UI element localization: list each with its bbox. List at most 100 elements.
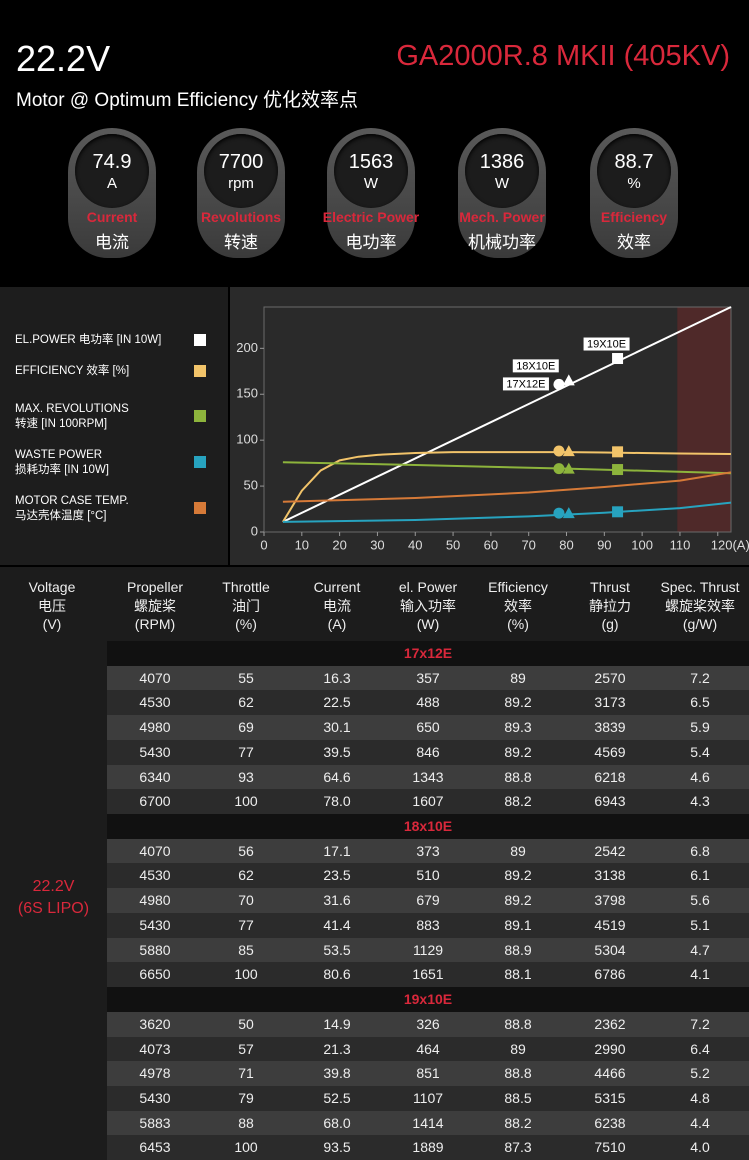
table-row xyxy=(107,962,749,988)
table-cell: 88.2 xyxy=(504,793,532,810)
table-row xyxy=(107,789,749,815)
x-tick-label: 0 xyxy=(260,537,267,552)
x-tick-label: 30 xyxy=(370,537,384,552)
section-title: 17x12E xyxy=(107,641,749,666)
point-label: 18X10E xyxy=(516,360,555,372)
table-cell: 62 xyxy=(238,694,254,711)
table-cell: 7.2 xyxy=(690,669,710,686)
table-cell: 6650 xyxy=(139,966,171,983)
voltage-column xyxy=(0,641,107,1160)
legend-swatch xyxy=(194,502,206,514)
point-marker xyxy=(562,374,575,386)
table-cell: 89.1 xyxy=(504,916,532,933)
voltage: 22.2V xyxy=(16,38,111,79)
section-title: 18x10E xyxy=(107,814,749,839)
subtitle: Motor @ Optimum Efficiency 优化效率点 xyxy=(16,90,359,111)
x-tick-label: 70 xyxy=(521,537,535,552)
table-cell: 3839 xyxy=(594,719,626,736)
table-cell: 851 xyxy=(416,1065,440,1082)
table-cell: 3798 xyxy=(594,892,626,909)
table-cell: 679 xyxy=(416,892,440,909)
x-tick-label: 50 xyxy=(446,537,460,552)
table-cell: 89 xyxy=(510,669,526,686)
table-cell: 3620 xyxy=(139,1015,171,1032)
gauge-label-en: Mech. Power xyxy=(459,209,545,225)
series-line xyxy=(282,501,732,523)
point-marker xyxy=(562,507,575,519)
y-tick-label: 100 xyxy=(236,432,258,447)
x-tick-label: 120(A) xyxy=(711,537,749,552)
model: GA2000R.8 MKII (405KV) xyxy=(396,40,730,72)
table-cell: 2542 xyxy=(594,842,626,859)
table-row xyxy=(107,1085,749,1111)
table-cell: 4.8 xyxy=(690,1089,710,1106)
y-tick-label: 150 xyxy=(236,386,258,401)
table-row xyxy=(107,739,749,765)
gauge-inner xyxy=(465,134,539,208)
series-line xyxy=(282,451,732,523)
table-row xyxy=(107,888,749,913)
table-cell: 4569 xyxy=(594,743,626,760)
table-cell: 464 xyxy=(416,1040,440,1057)
column-header: Thrust 静拉力 (g) xyxy=(589,579,631,632)
gauge-inner xyxy=(597,134,671,208)
gauge-value: 1563 xyxy=(348,151,394,173)
table-cell: 39.8 xyxy=(323,1065,351,1082)
table-cell: 2990 xyxy=(594,1040,626,1057)
table-cell: 93 xyxy=(238,768,254,785)
table-cell: 4530 xyxy=(139,867,171,884)
table-cell: 6.5 xyxy=(690,694,710,711)
table-cell: 16.3 xyxy=(323,669,351,686)
gauge-label-en: Efficiency xyxy=(600,209,668,225)
table-cell: 4.3 xyxy=(690,793,710,810)
point-label: 17X12E xyxy=(506,378,545,390)
table-cell: 89.2 xyxy=(504,867,532,884)
table-cell: 1343 xyxy=(412,768,444,785)
column-header: Propeller 螺旋桨 (RPM) xyxy=(126,579,184,632)
table-row xyxy=(107,912,749,938)
gauge-label-cn: 电功率 xyxy=(345,233,397,252)
y-tick-label: 200 xyxy=(236,340,258,355)
legend-swatch xyxy=(194,456,206,468)
table-cell: 4466 xyxy=(594,1065,626,1082)
table-cell: 39.5 xyxy=(323,743,351,760)
table-cell: 6.8 xyxy=(690,842,710,859)
table-cell: 4519 xyxy=(594,916,626,933)
gauge-value: 1386 xyxy=(479,151,525,173)
table-cell: 100 xyxy=(234,1139,258,1156)
legend-label: WASTE POWER 损耗功率 [IN 10W] xyxy=(15,449,109,476)
table-row xyxy=(107,838,749,864)
table-cell: 6943 xyxy=(594,793,626,810)
gauge-label-en: Current xyxy=(86,209,138,225)
gauge: 88.7% Efficiency 效率 xyxy=(590,128,678,258)
gauge-label-cn: 转速 xyxy=(224,233,258,252)
table-cell: 4073 xyxy=(139,1040,171,1057)
table-cell: 6238 xyxy=(594,1114,626,1131)
table-cell: 510 xyxy=(416,867,440,884)
x-tick-label: 60 xyxy=(484,537,498,552)
y-tick-label: 50 xyxy=(244,478,258,493)
table-cell: 1607 xyxy=(412,793,444,810)
table-cell: 77 xyxy=(238,743,254,760)
table-cell: 89 xyxy=(510,1040,526,1057)
gauge-unit: rpm xyxy=(228,175,254,192)
table-cell: 5430 xyxy=(139,743,171,760)
table-row xyxy=(107,715,749,740)
table-cell: 77 xyxy=(238,916,254,933)
table-cell: 17.1 xyxy=(323,842,351,859)
table-cell: 69 xyxy=(238,719,254,736)
table-cell: 88.5 xyxy=(504,1089,532,1106)
point-marker xyxy=(562,445,575,457)
legend-panel xyxy=(0,287,228,565)
gauge: 1563 W Electric Power 电功率 xyxy=(323,128,419,258)
table-cell: 5304 xyxy=(594,941,626,958)
table-cell: 4070 xyxy=(139,669,171,686)
gauge-value: 88.7 xyxy=(614,151,654,173)
table-cell: 1414 xyxy=(412,1114,444,1131)
table-cell: 68.0 xyxy=(323,1114,351,1131)
x-tick-label: 100 xyxy=(631,537,653,552)
table-cell: 6453 xyxy=(139,1139,171,1156)
column-header: Current 电流 (A) xyxy=(313,579,361,632)
table-cell: 2570 xyxy=(594,669,626,686)
